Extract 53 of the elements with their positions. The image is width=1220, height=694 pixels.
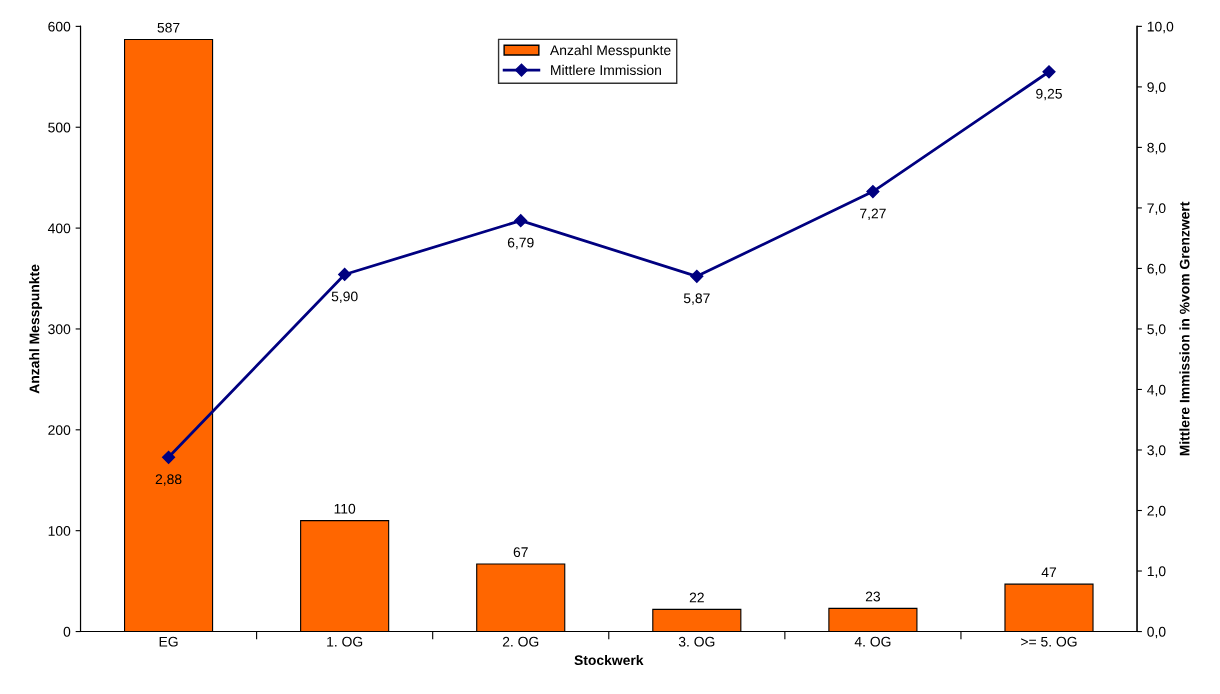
y-tick-label: 300 xyxy=(48,324,71,335)
y-tick-label: 400 xyxy=(47,223,71,234)
data-label: 22 xyxy=(689,592,704,603)
y-tick-label: 100 xyxy=(48,526,71,536)
y2-tick-label: 7,0 xyxy=(1147,203,1166,215)
data-label: 110 xyxy=(334,503,356,514)
legend-label: Mittlere Immission xyxy=(551,64,661,76)
legend-label: Anzahl Messpunkte xyxy=(549,44,671,58)
data-label: 47 xyxy=(1041,567,1057,578)
point xyxy=(514,214,528,228)
x-tick-label: 2. OG xyxy=(502,636,539,647)
x-tick-label: >= 5. OG xyxy=(1021,636,1077,647)
data-label: 5,87 xyxy=(683,293,710,305)
x-axis-title: Stockwerk xyxy=(574,654,644,666)
x-tick-label: 4. OG xyxy=(854,636,891,647)
point xyxy=(690,269,704,283)
point xyxy=(161,450,176,464)
y-tick-label: 0 xyxy=(63,626,71,637)
bar xyxy=(1004,583,1094,632)
y2-tick-label: 0,0 xyxy=(1147,626,1166,639)
data-label: 23 xyxy=(865,591,881,602)
point xyxy=(338,267,352,282)
point xyxy=(866,184,880,199)
y-axis-title: Anzahl Messpunkte xyxy=(29,264,43,394)
y2-axis-title: Mittlere Immission in %vom Grenzwert xyxy=(1179,201,1190,456)
bar xyxy=(300,520,390,632)
y2-tick-label: 5,0 xyxy=(1147,324,1166,336)
y-tick-label: 600 xyxy=(48,21,71,32)
y-tick-label: 500 xyxy=(48,122,71,133)
y2-tick-label: 6,0 xyxy=(1147,263,1166,276)
y2-tick-label: 10,0 xyxy=(1147,21,1174,34)
bar xyxy=(652,608,742,632)
point xyxy=(1042,65,1056,79)
y2-tick-label: 8,0 xyxy=(1147,142,1166,155)
bar xyxy=(123,38,214,632)
x-tick-label: 3. OG xyxy=(678,636,715,647)
data-label: 9,25 xyxy=(1036,88,1062,101)
data-label: 7,27 xyxy=(860,208,886,221)
data-label: 67 xyxy=(513,547,528,558)
x-tick-label: 1. OG xyxy=(327,636,363,647)
y2-tick-label: 1,0 xyxy=(1147,566,1166,578)
data-label: 587 xyxy=(157,22,180,33)
y-tick-label: 200 xyxy=(48,425,71,435)
data-label: 2,88 xyxy=(155,474,182,486)
y2-tick-label: 3,0 xyxy=(1147,445,1166,457)
y2-tick-label: 9,0 xyxy=(1147,82,1166,94)
y2-tick-label: 2,0 xyxy=(1147,505,1166,518)
bar xyxy=(476,563,566,632)
y2-tick-label: 4,0 xyxy=(1147,384,1166,397)
bar xyxy=(828,607,918,632)
data-label: 6,79 xyxy=(507,237,534,250)
data-label: 5,90 xyxy=(331,291,358,303)
x-tick-label: EG xyxy=(159,636,178,647)
